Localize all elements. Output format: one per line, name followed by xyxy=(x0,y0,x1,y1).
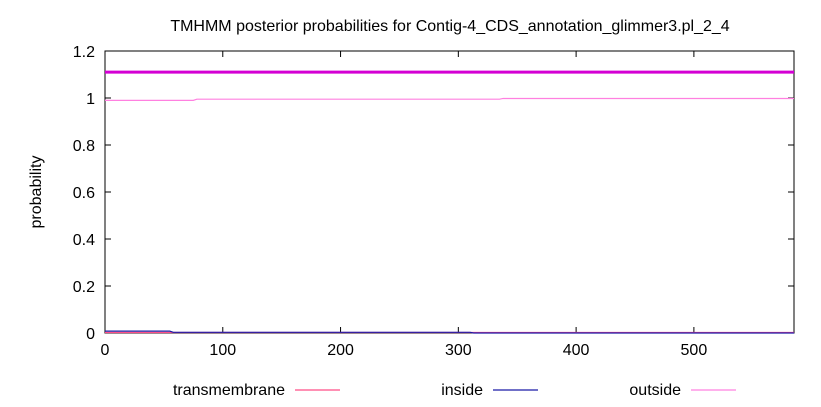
y-tick-label: 0.4 xyxy=(73,232,95,249)
ticks-layer: 0 100 200 300 400 500 0 0.2 0.4 0.6 0.8 1 1.2 xyxy=(73,44,794,359)
x-tick-label: 0 xyxy=(101,342,110,359)
x-tick-label: 200 xyxy=(327,342,354,359)
y-tick-label: 1 xyxy=(86,91,95,108)
x-tick-label: 400 xyxy=(563,342,590,359)
x-tick-label: 500 xyxy=(681,342,708,359)
series-layer xyxy=(105,70,794,334)
x-tick-label: 100 xyxy=(209,342,236,359)
y-axis-label: probability xyxy=(28,156,45,229)
series-line-inside xyxy=(105,330,794,334)
series-line-outside xyxy=(105,97,794,101)
y-tick-label: 0 xyxy=(86,326,95,343)
legend-label-transmembrane: transmembrane xyxy=(173,382,285,399)
legend-label-inside: inside xyxy=(441,382,483,399)
legend: transmembrane inside outside xyxy=(173,382,736,399)
plot-frame xyxy=(104,50,795,334)
y-tick-label: 0.2 xyxy=(73,279,95,296)
y-tick-label: 0.6 xyxy=(73,185,95,202)
y-tick-label: 1.2 xyxy=(73,44,95,61)
legend-label-outside: outside xyxy=(629,382,681,399)
chart-title: TMHMM posterior probabilities for Contig… xyxy=(170,18,729,35)
x-tick-label: 300 xyxy=(445,342,472,359)
y-tick-label: 0.8 xyxy=(73,138,95,155)
